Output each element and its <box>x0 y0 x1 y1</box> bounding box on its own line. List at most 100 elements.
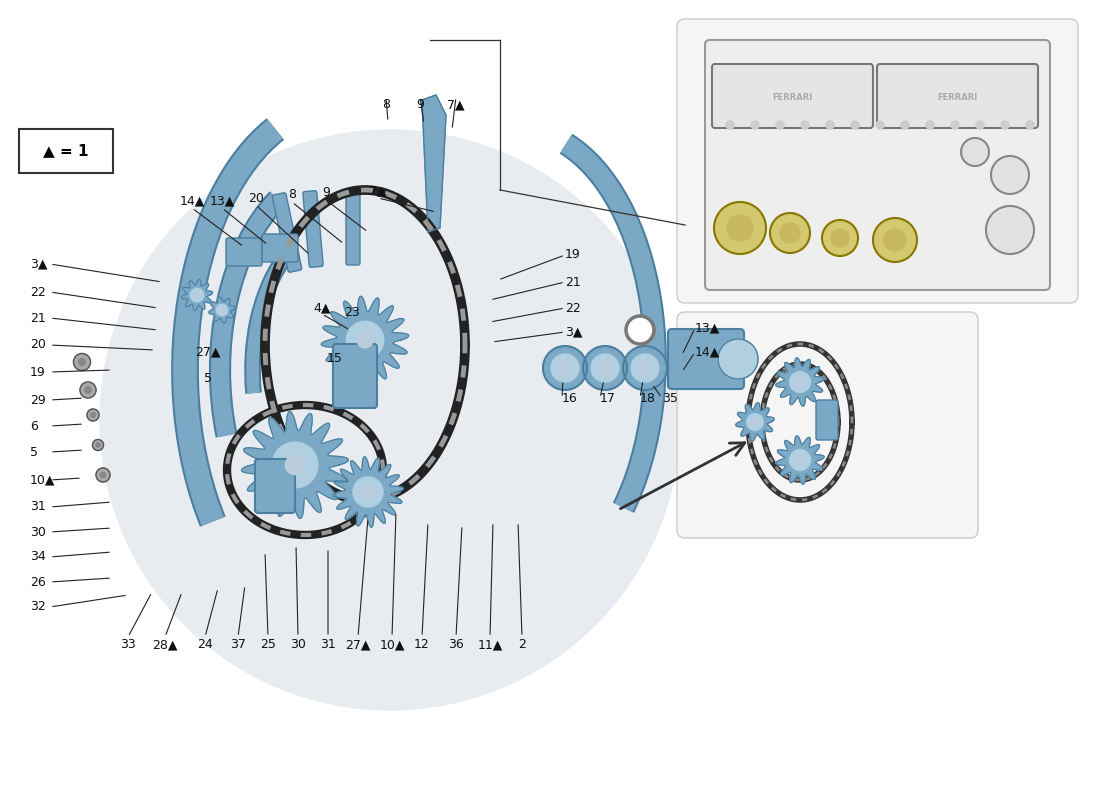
Polygon shape <box>736 402 774 442</box>
Circle shape <box>770 213 810 253</box>
Text: 14▲: 14▲ <box>179 194 205 207</box>
Text: 33: 33 <box>120 638 136 651</box>
Text: 26: 26 <box>30 575 46 589</box>
Text: 25: 25 <box>260 638 276 651</box>
Text: ▲ = 1: ▲ = 1 <box>43 143 89 158</box>
Polygon shape <box>242 411 349 518</box>
Circle shape <box>726 121 734 129</box>
Text: 9: 9 <box>416 98 424 111</box>
Circle shape <box>795 456 804 464</box>
Circle shape <box>751 121 759 129</box>
Text: 10▲: 10▲ <box>30 474 55 486</box>
Text: 5: 5 <box>30 446 38 458</box>
Circle shape <box>795 378 804 386</box>
Polygon shape <box>182 279 212 310</box>
Text: 22: 22 <box>565 302 581 314</box>
Circle shape <box>751 418 759 426</box>
FancyBboxPatch shape <box>816 400 838 440</box>
FancyBboxPatch shape <box>19 129 113 173</box>
Text: 27▲: 27▲ <box>345 638 371 651</box>
Polygon shape <box>422 95 446 232</box>
Circle shape <box>873 218 917 262</box>
Circle shape <box>714 202 766 254</box>
Text: 4▲: 4▲ <box>314 302 331 314</box>
FancyBboxPatch shape <box>226 238 262 266</box>
Circle shape <box>220 307 224 313</box>
Circle shape <box>901 121 909 129</box>
Circle shape <box>822 220 858 256</box>
Circle shape <box>551 354 579 382</box>
Text: 7▲: 7▲ <box>448 98 465 111</box>
Circle shape <box>362 486 374 498</box>
Circle shape <box>100 472 106 478</box>
FancyBboxPatch shape <box>705 40 1050 290</box>
Circle shape <box>285 455 305 474</box>
Text: 18: 18 <box>640 391 656 405</box>
Text: 13▲: 13▲ <box>695 322 721 334</box>
Circle shape <box>583 346 627 390</box>
Text: 16: 16 <box>562 391 578 405</box>
Text: 22: 22 <box>30 286 46 298</box>
Circle shape <box>790 450 811 470</box>
Text: FERRARI: FERRARI <box>937 93 977 102</box>
Circle shape <box>346 322 384 358</box>
Text: 30: 30 <box>290 638 306 651</box>
Text: 13▲: 13▲ <box>209 194 234 207</box>
Text: 19: 19 <box>30 366 46 378</box>
Circle shape <box>718 339 758 379</box>
Text: 30: 30 <box>30 526 46 538</box>
Text: 3▲: 3▲ <box>565 326 583 338</box>
Circle shape <box>272 442 318 488</box>
Circle shape <box>85 387 91 393</box>
Circle shape <box>1001 121 1009 129</box>
Circle shape <box>830 229 849 247</box>
Circle shape <box>952 121 959 129</box>
Text: 20: 20 <box>30 338 46 351</box>
Polygon shape <box>321 296 409 384</box>
Text: 32: 32 <box>30 601 46 614</box>
Circle shape <box>194 292 200 298</box>
Polygon shape <box>776 358 824 406</box>
Text: 6: 6 <box>30 419 37 433</box>
Circle shape <box>100 130 680 710</box>
Circle shape <box>623 346 667 390</box>
Circle shape <box>80 382 96 398</box>
Text: 12: 12 <box>414 638 430 651</box>
Circle shape <box>353 477 383 507</box>
FancyBboxPatch shape <box>333 344 377 408</box>
Text: 31: 31 <box>320 638 336 651</box>
Text: 11▲: 11▲ <box>477 638 503 651</box>
Text: 29: 29 <box>30 394 46 406</box>
FancyBboxPatch shape <box>668 329 744 389</box>
Circle shape <box>92 439 103 450</box>
FancyBboxPatch shape <box>676 19 1078 303</box>
Circle shape <box>217 304 228 316</box>
Circle shape <box>884 229 906 251</box>
Text: 8: 8 <box>288 189 296 202</box>
Text: 20: 20 <box>249 191 264 205</box>
Text: 23: 23 <box>344 306 360 318</box>
Polygon shape <box>209 297 235 323</box>
Circle shape <box>631 354 659 382</box>
FancyBboxPatch shape <box>262 234 298 262</box>
Circle shape <box>991 156 1028 194</box>
Circle shape <box>776 121 784 129</box>
Text: 17: 17 <box>600 391 616 405</box>
Circle shape <box>74 354 90 370</box>
Circle shape <box>986 206 1034 254</box>
Text: 19: 19 <box>565 249 581 262</box>
Text: 21: 21 <box>565 275 581 289</box>
FancyBboxPatch shape <box>877 64 1038 128</box>
Text: 24: 24 <box>197 638 213 651</box>
Text: FERRARI: FERRARI <box>772 93 812 102</box>
Circle shape <box>190 288 204 302</box>
Circle shape <box>638 361 652 375</box>
Text: 34: 34 <box>30 550 46 563</box>
Text: 21: 21 <box>30 311 46 325</box>
Text: 31: 31 <box>30 501 46 514</box>
Circle shape <box>826 121 834 129</box>
Text: 35: 35 <box>662 391 678 405</box>
Polygon shape <box>776 436 824 484</box>
Circle shape <box>1026 121 1034 129</box>
Text: 15: 15 <box>327 351 343 365</box>
